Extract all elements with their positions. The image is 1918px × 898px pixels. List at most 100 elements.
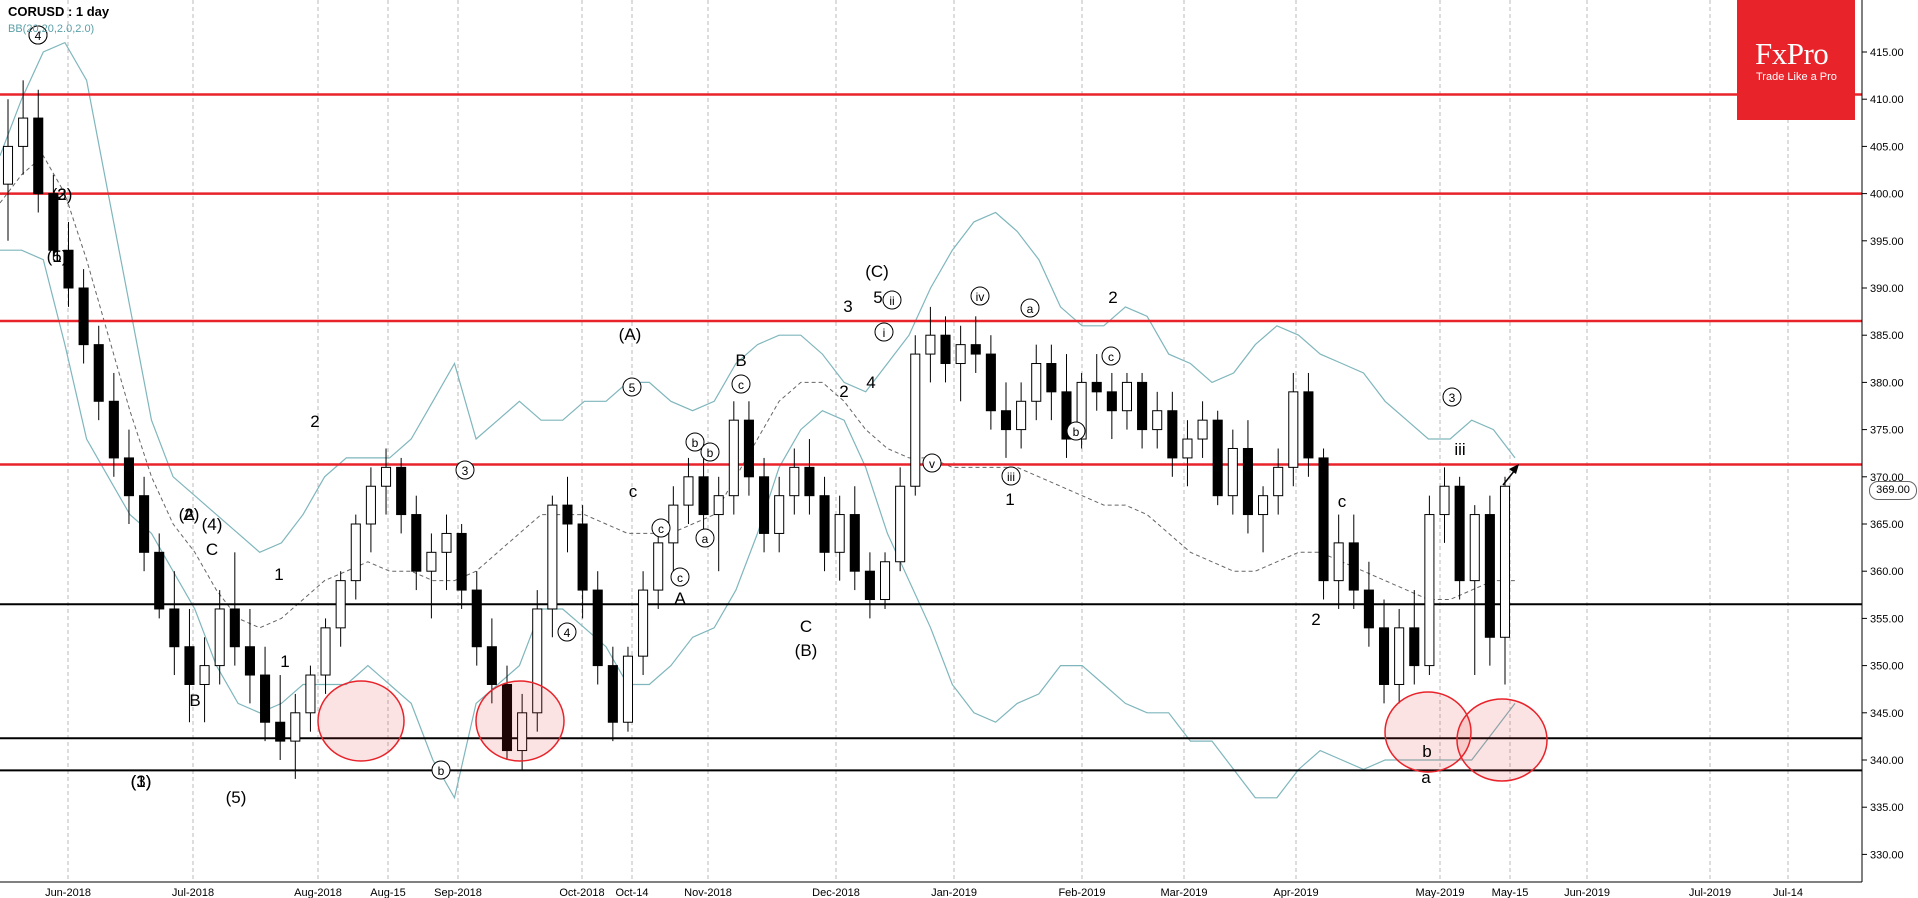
wave-label-circle	[431, 760, 451, 780]
candle-body	[1363, 589, 1374, 629]
candle-body	[743, 419, 754, 478]
wave-label: c	[1108, 350, 1114, 364]
candle-body	[668, 504, 679, 544]
candle-body	[1499, 485, 1511, 638]
candle-body	[517, 712, 528, 752]
wave-label: b	[707, 446, 714, 460]
candle-body	[169, 608, 180, 648]
wave-label: 1	[1005, 490, 1014, 509]
candle-body	[622, 655, 634, 723]
candle-body	[320, 627, 331, 676]
candle-body	[1303, 391, 1314, 459]
x-tick-label: Nov-2018	[684, 887, 732, 898]
candle-body	[1454, 485, 1465, 582]
x-tick-label: Oct-14	[615, 887, 648, 898]
x-tick-label: Jun-2019	[1564, 887, 1610, 898]
candle-body	[244, 646, 255, 676]
candle-body	[426, 551, 437, 572]
candle-body	[365, 485, 376, 525]
wave-label: (A)	[619, 325, 642, 344]
x-tick-label: Jul-2019	[1689, 887, 1731, 898]
candle-body	[456, 532, 467, 591]
candle-body	[1439, 485, 1450, 516]
candle-body	[1378, 627, 1390, 685]
candle-body	[1409, 627, 1420, 667]
candle-body	[562, 504, 573, 525]
highlight-zone	[475, 680, 565, 762]
candle-body	[350, 523, 361, 582]
candle-body	[1121, 381, 1133, 412]
projection-arrowhead	[1509, 464, 1519, 474]
wave-label: A	[674, 589, 686, 608]
candle-body	[305, 674, 316, 714]
candle-body	[1394, 627, 1405, 685]
candle-body	[1167, 410, 1178, 459]
candle-body	[1212, 419, 1223, 497]
wave-label: (4)	[202, 515, 223, 534]
y-tick-label: 415.00	[1870, 47, 1904, 59]
wave-label: a	[1421, 768, 1431, 787]
wave-label-circle	[731, 374, 751, 394]
candle-body	[774, 495, 785, 534]
wave-label-circle	[1442, 387, 1462, 407]
candle-body	[1273, 466, 1284, 497]
candle-body	[63, 249, 74, 289]
candle-body	[834, 514, 845, 553]
candle-body	[1258, 495, 1269, 516]
candle-body	[1031, 363, 1042, 402]
y-tick-label: 390.00	[1870, 283, 1904, 295]
wave-label: 5	[52, 247, 61, 266]
price-levels	[0, 93, 1862, 772]
candle-body	[683, 476, 694, 506]
wave-label: B	[189, 691, 200, 710]
wave-label: b	[438, 764, 445, 778]
y-tick-label: 395.00	[1870, 236, 1904, 248]
candle-body	[1242, 447, 1253, 516]
wave-label: 5	[629, 381, 636, 395]
wave-label: 2	[839, 382, 848, 401]
candle-body	[895, 485, 906, 563]
candle-body	[759, 476, 770, 534]
y-tick-label: 370.00	[1870, 472, 1904, 484]
wave-label-circle	[651, 518, 671, 538]
wave-label: i	[883, 326, 886, 340]
candle-body	[396, 466, 407, 516]
candle-body	[925, 334, 936, 355]
candle-body	[910, 353, 921, 487]
candle-body	[1182, 438, 1193, 459]
candle-body	[1484, 514, 1495, 638]
wave-label: 2	[1311, 610, 1320, 629]
candle-body	[1288, 391, 1299, 468]
x-tick-label: Apr-2019	[1273, 887, 1318, 898]
candle-body	[380, 466, 392, 487]
candle-body	[1348, 542, 1359, 591]
wave-label: 3	[57, 185, 66, 204]
wave-label: 2	[310, 412, 319, 431]
candle-body	[970, 344, 981, 355]
wave-label-circle	[622, 377, 642, 397]
candle-body	[78, 287, 89, 346]
wave-label: 4	[866, 373, 875, 392]
wave-label: iv	[976, 290, 985, 304]
candle-body	[849, 514, 860, 572]
wave-label: (B)	[795, 641, 818, 660]
candle-body	[1000, 410, 1012, 431]
y-tick-label: 375.00	[1870, 425, 1904, 437]
candle-body	[290, 712, 301, 742]
wave-label: b	[1422, 742, 1431, 761]
wave-label: 3	[843, 297, 852, 316]
bollinger-lower	[0, 249, 1516, 800]
y-tick-label: 335.00	[1870, 802, 1904, 814]
x-tick-label: Jul-14	[1773, 887, 1803, 898]
wave-label: A	[183, 505, 195, 524]
wave-label-circle	[557, 622, 577, 642]
bollinger-bands	[0, 41, 1516, 800]
candle-body	[441, 532, 452, 553]
candle-body	[93, 344, 104, 402]
wave-label: a	[1027, 302, 1034, 316]
candle-body	[275, 721, 286, 742]
candle-body	[2, 145, 14, 185]
last-price-label: 369.00	[1869, 481, 1917, 500]
candle-body	[547, 504, 558, 610]
y-tick-label: 360.00	[1870, 566, 1904, 578]
